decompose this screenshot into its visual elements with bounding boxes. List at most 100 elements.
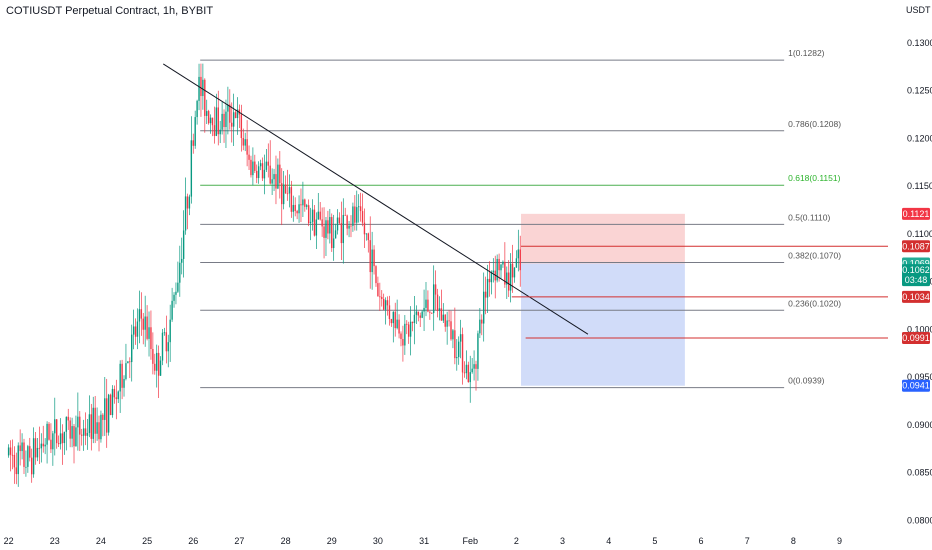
candle-body [67,416,69,421]
candle-body [298,204,300,214]
candle-body [194,117,196,146]
candle-body [109,394,112,416]
candle-body [423,307,425,312]
candle-body [263,169,266,179]
candle-body [271,179,273,184]
candle-body [463,372,466,374]
candle-body [115,397,118,400]
candle-body [454,330,456,359]
candle-body [106,398,108,433]
candle-body [48,423,50,440]
candle-body [288,187,291,194]
candle-body [182,230,185,259]
candle-body [459,334,462,342]
time-tick-label: 26 [188,536,198,546]
candle-body [223,113,225,128]
candle-body [150,327,152,350]
candle-body [94,407,96,434]
candle-body [84,428,87,436]
candle-body [169,319,171,343]
candle-body [371,249,373,273]
candle-body [261,163,264,179]
candle-body [377,283,379,297]
candle-body [369,240,371,273]
candle-body [131,334,133,363]
time-tick-label: 23 [50,536,60,546]
candle-body [38,447,41,449]
time-tick-label: 30 [373,536,383,546]
candle-body [29,446,31,458]
candle-body [246,139,248,155]
candle-body [502,261,504,265]
candle-body [254,161,256,171]
candle-body [300,204,302,206]
candle-body [469,372,471,383]
candle-body [434,284,437,295]
candle-body [21,442,23,452]
candle-body [498,258,500,271]
candle-body [86,432,89,436]
time-tick-label: 24 [96,536,106,546]
candle-body [292,204,294,212]
fib-level-label: 0.618(0.1151) [788,173,840,183]
time-axis[interactable]: 22 23 24 25 26 27 28 29 30 31 Feb 2 3 4 5 6 7 8 9 [4,536,842,546]
candle-body [61,433,64,444]
candle-body [248,154,250,160]
candle-body [229,104,231,123]
candle-body [217,107,219,135]
candle-body [236,109,239,119]
candle-body [509,263,512,291]
candle-body [159,360,162,376]
candle-body [190,140,193,197]
candle-body [27,446,29,467]
price-tag-bg [902,240,930,253]
candle-body [88,414,91,433]
candle-body [425,299,427,308]
candle-body [57,443,60,445]
time-tick-label: Feb [462,536,478,546]
candle-body [334,230,337,239]
candle-body [477,333,479,369]
candle-body [19,445,21,452]
fibonacci-retracement[interactable]: 1(0.1282) 0.786(0.1208) 0.618(0.1151) 0.5(0… [200,48,841,389]
candle-body [356,207,358,223]
candle-body [36,447,39,458]
time-tick-label: 27 [234,536,244,546]
fib-level-label: 0.236(0.1020) [788,298,841,308]
candle-body [156,352,158,371]
price-tick-label: 0.0950 [907,372,932,382]
candle-body [352,206,354,226]
candle-body [30,457,33,475]
candle-body [365,233,368,235]
candle-body [407,324,410,337]
candle-body [15,467,18,475]
fib-level-label: 1(0.1282) [788,48,825,58]
candle-body [484,291,487,298]
price-tag-countdown: 03:48 [905,275,928,285]
candle-body [82,428,85,436]
candle-body [279,164,281,184]
time-tick-label: 31 [419,536,429,546]
candle-body [294,204,296,212]
candle-body [406,323,408,325]
time-tick-label: 4 [606,536,611,546]
candle-body [309,221,312,224]
position-zones [521,213,685,386]
candle-body [363,222,366,235]
candle-body [267,161,269,166]
candle-body [171,300,173,320]
candle-body [42,443,44,447]
candle-body [73,426,75,447]
candle-body [196,100,198,118]
drawing-lines[interactable] [162,63,888,339]
candle-body [513,267,516,278]
candle-body [304,199,306,207]
candle-body [415,311,418,315]
fib-level-label: 0.5(0.1110) [788,212,830,222]
candle-body [427,299,429,312]
candle-body [457,341,460,358]
fib-level-label: 0.786(0.1208) [788,119,841,129]
candle-body [69,420,71,439]
